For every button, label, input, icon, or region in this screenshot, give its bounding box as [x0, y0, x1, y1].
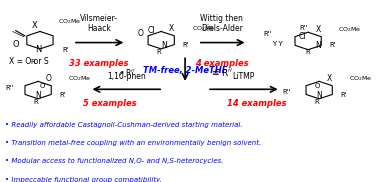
- Text: Vilsmeier-
Haack: Vilsmeier- Haack: [80, 14, 118, 33]
- Text: 1,10-phen: 1,10-phen: [107, 72, 146, 81]
- Text: R: R: [30, 59, 35, 65]
- Text: N: N: [35, 91, 41, 100]
- Text: CO$_2$Me: CO$_2$Me: [338, 25, 362, 34]
- Text: CO$_2$Me: CO$_2$Me: [58, 17, 82, 26]
- Text: N: N: [35, 45, 41, 54]
- Text: N: N: [316, 91, 322, 100]
- Text: LiTMP: LiTMP: [233, 72, 255, 81]
- Text: X: X: [32, 21, 37, 30]
- Text: R'': R'': [263, 31, 272, 37]
- Text: X = O or S: X = O or S: [9, 57, 48, 66]
- Text: CO$_2$Me: CO$_2$Me: [68, 74, 91, 83]
- Text: • Impeccable functional group compatibility.: • Impeccable functional group compatibil…: [5, 176, 162, 182]
- Text: N: N: [315, 41, 321, 50]
- Text: R'': R'': [6, 85, 14, 91]
- Text: 33 examples: 33 examples: [69, 59, 129, 68]
- Text: O: O: [314, 83, 320, 89]
- Text: $\equiv$R$^{\prime\prime}$: $\equiv$R$^{\prime\prime}$: [211, 67, 233, 78]
- Text: 4 examples: 4 examples: [195, 59, 249, 68]
- Text: R'': R'': [300, 25, 308, 31]
- Text: • Modular access to functionalized N,O- and N,S-heterocycles.: • Modular access to functionalized N,O- …: [5, 158, 223, 164]
- Text: X: X: [169, 24, 174, 33]
- Text: Cl: Cl: [147, 26, 155, 35]
- Text: • Transition metal-free coupling with an environmentally benign solvent.: • Transition metal-free coupling with an…: [5, 140, 261, 146]
- Text: 14 examples: 14 examples: [227, 99, 287, 108]
- Text: • Readily affordable Castagnoli-Cushman-derived starting material.: • Readily affordable Castagnoli-Cushman-…: [5, 122, 243, 128]
- Text: O: O: [13, 40, 19, 49]
- Text: R': R': [62, 48, 69, 54]
- Text: Y Y: Y Y: [273, 41, 283, 47]
- Text: 5 examples: 5 examples: [83, 99, 136, 108]
- Text: N: N: [161, 41, 167, 50]
- Text: O: O: [45, 74, 51, 83]
- Text: R': R': [329, 42, 336, 48]
- Text: R'': R'': [283, 89, 291, 95]
- Text: R: R: [157, 49, 161, 55]
- Text: O: O: [39, 83, 45, 89]
- Text: R: R: [34, 99, 39, 105]
- Text: $\nearrow$R$^{\prime\prime}$: $\nearrow$R$^{\prime\prime}$: [116, 67, 136, 78]
- Text: R': R': [59, 92, 66, 98]
- Text: R': R': [182, 42, 189, 48]
- Text: R': R': [340, 92, 347, 98]
- Text: X: X: [327, 74, 332, 83]
- Text: Wittig then
Diels-Alder: Wittig then Diels-Alder: [200, 14, 243, 33]
- Text: CO$_2$Me: CO$_2$Me: [350, 74, 373, 83]
- Text: R: R: [315, 99, 319, 105]
- Text: X: X: [316, 25, 321, 34]
- Text: Cl: Cl: [298, 32, 306, 41]
- Text: R: R: [306, 49, 310, 55]
- Text: TM-free, 2-MeTHF: TM-free, 2-MeTHF: [143, 66, 227, 75]
- Text: CO$_2$Me: CO$_2$Me: [192, 24, 215, 33]
- Text: O: O: [138, 29, 144, 38]
